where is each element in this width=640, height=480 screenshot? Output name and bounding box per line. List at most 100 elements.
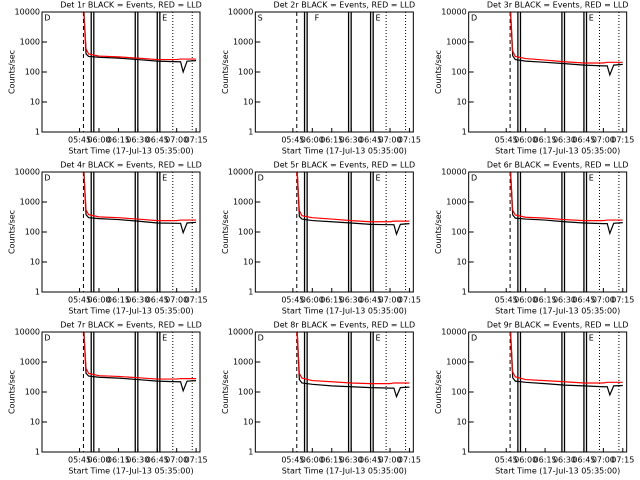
y-tick-label: 100 <box>25 388 40 397</box>
y-tick-label: 10 <box>456 258 466 267</box>
series-line <box>509 12 623 64</box>
annotation: D <box>471 174 477 183</box>
x-tick-label: 05:45 <box>495 456 518 465</box>
x-tick-label: 07:00 <box>165 136 188 145</box>
x-tick-label: 06:45 <box>146 296 169 305</box>
annotation: S <box>258 14 263 23</box>
x-tick-label: 06:00 <box>301 296 324 305</box>
x-axis-label: Start Time (17-Jul-13 05:35:00) <box>68 467 193 476</box>
chart-title: Det 3r BLACK = Events, RED = LLD <box>487 1 629 10</box>
y-tick-label: 1 <box>35 288 40 297</box>
x-tick-label: 06:45 <box>359 136 382 145</box>
y-tick-label: 10000 <box>228 8 253 17</box>
x-tick-label: 07:15 <box>398 296 421 305</box>
x-tick-label: 06:00 <box>87 136 110 145</box>
x-axis-label: Start Time (17-Jul-13 05:35:00) <box>495 467 620 476</box>
chart-title: Det 4r BLACK = Events, RED = LLD <box>60 161 202 170</box>
series-line <box>83 172 197 235</box>
x-tick-label: 06:45 <box>572 136 595 145</box>
y-tick-label: 100 <box>451 388 466 397</box>
x-tick-label: 06:15 <box>320 136 343 145</box>
y-axis-label: Counts/sec <box>221 370 230 414</box>
x-tick-label: 06:30 <box>553 296 576 305</box>
chart-panel: Det 2r BLACK = Events, RED = LLD Start Ti… <box>221 1 421 156</box>
x-axis-label: Start Time (17-Jul-13 05:35:00) <box>282 147 407 156</box>
x-tick-label: 06:30 <box>126 136 149 145</box>
y-tick-label: 100 <box>238 68 253 77</box>
annotation: D <box>258 334 264 343</box>
chart-title: Det 6r BLACK = Events, RED = LLD <box>487 161 629 170</box>
plot-frame <box>254 331 414 453</box>
chart-title: Det 2r BLACK = Events, RED = LLD <box>274 1 416 10</box>
x-axis-label: Start Time (17-Jul-13 05:35:00) <box>68 147 193 156</box>
x-tick-label: 06:15 <box>107 296 130 305</box>
plot-frame <box>468 331 628 453</box>
y-tick-label: 1 <box>248 128 253 137</box>
x-tick-label: 06:15 <box>320 456 343 465</box>
x-tick-label: 06:45 <box>359 296 382 305</box>
y-tick-label: 10 <box>456 418 466 427</box>
annotation: D <box>258 174 264 183</box>
x-tick-label: 06:30 <box>553 136 576 145</box>
x-tick-label: 05:45 <box>68 296 91 305</box>
x-tick-label: 06:30 <box>340 456 363 465</box>
x-tick-label: 06:15 <box>320 296 343 305</box>
y-axis-label: Counts/sec <box>8 50 17 94</box>
chart-panel: Det 4r BLACK = Events, RED = LLD Start Ti… <box>8 161 208 316</box>
y-tick-label: 1 <box>462 128 467 137</box>
x-tick-label: 07:00 <box>592 136 615 145</box>
chart-title: Det 5r BLACK = Events, RED = LLD <box>274 161 416 170</box>
x-tick-label: 07:15 <box>611 296 634 305</box>
x-tick-label: 06:15 <box>534 136 557 145</box>
x-tick-label: 06:00 <box>514 296 537 305</box>
x-tick-label: 06:30 <box>126 296 149 305</box>
x-tick-label: 06:00 <box>514 456 537 465</box>
y-tick-label: 1 <box>462 448 467 457</box>
y-axis-label: Counts/sec <box>434 370 443 414</box>
y-tick-label: 10 <box>30 98 40 107</box>
y-tick-label: 10000 <box>228 168 253 177</box>
y-tick-label: 1 <box>35 128 40 137</box>
series-line <box>83 332 197 393</box>
plot-frame <box>41 331 201 453</box>
annotation: E <box>375 334 380 343</box>
x-tick-label: 07:15 <box>611 136 634 145</box>
annotation: D <box>44 174 50 183</box>
series-line <box>83 12 197 75</box>
y-tick-label: 10 <box>30 418 40 427</box>
y-tick-label: 1 <box>248 288 253 297</box>
x-tick-label: 06:00 <box>301 136 324 145</box>
y-tick-label: 10000 <box>441 8 466 17</box>
x-tick-label: 07:15 <box>611 456 634 465</box>
y-tick-label: 10000 <box>441 168 466 177</box>
y-tick-label: 1000 <box>233 38 253 47</box>
x-tick-label: 06:00 <box>87 296 110 305</box>
x-tick-label: 07:00 <box>165 456 188 465</box>
y-tick-label: 100 <box>25 68 40 77</box>
x-tick-label: 05:45 <box>68 456 91 465</box>
annotation: E <box>589 14 594 23</box>
y-tick-label: 1000 <box>20 198 40 207</box>
x-tick-label: 07:00 <box>165 296 188 305</box>
y-tick-label: 1 <box>462 288 467 297</box>
y-tick-label: 100 <box>238 228 253 237</box>
y-axis-label: Counts/sec <box>221 210 230 254</box>
x-tick-label: 05:45 <box>281 296 304 305</box>
x-tick-label: 07:15 <box>185 136 208 145</box>
chart-panel: Det 9r BLACK = Events, RED = LLD Start Ti… <box>434 321 634 476</box>
y-tick-label: 10 <box>243 418 253 427</box>
annotation: D <box>44 14 50 23</box>
x-axis-label: Start Time (17-Jul-13 05:35:00) <box>282 307 407 316</box>
x-tick-label: 06:45 <box>572 456 595 465</box>
y-tick-label: 100 <box>238 388 253 397</box>
annotation: E <box>162 14 167 23</box>
y-axis-label: Counts/sec <box>221 50 230 94</box>
y-tick-label: 1000 <box>20 358 40 367</box>
x-tick-label: 06:00 <box>87 456 110 465</box>
y-tick-label: 10 <box>243 258 253 267</box>
series-line <box>83 12 197 61</box>
x-tick-label: 07:15 <box>185 296 208 305</box>
series-line <box>83 332 197 380</box>
annotation: E <box>589 174 594 183</box>
